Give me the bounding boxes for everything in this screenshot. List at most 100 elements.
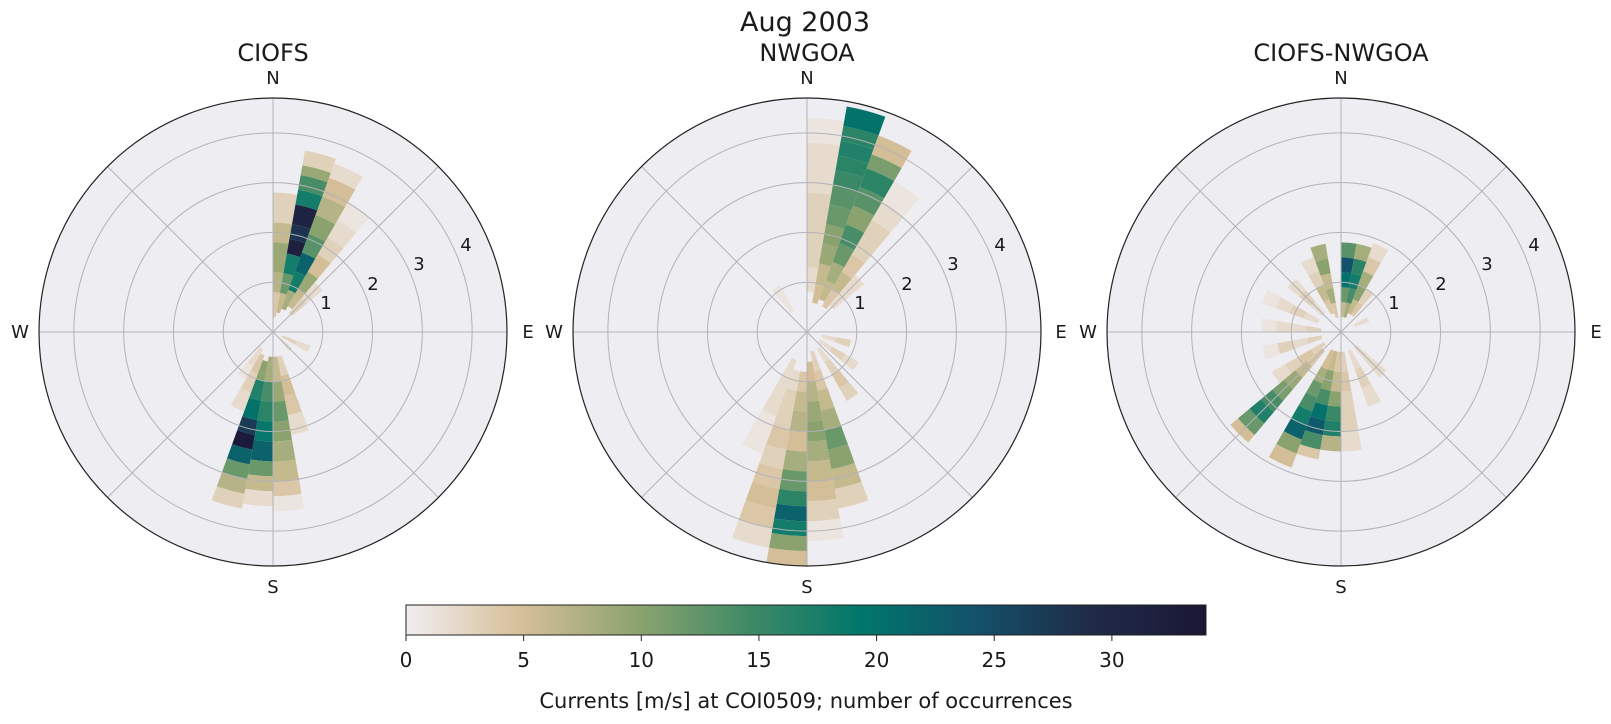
polar-bin: [1306, 325, 1322, 332]
polar-bin: [294, 340, 311, 352]
grid-spoke: [272, 331, 439, 498]
polar-bin: [819, 243, 838, 267]
polar-bin: [1297, 349, 1315, 364]
polar-bin: [289, 224, 311, 244]
compass-south: S: [801, 577, 812, 598]
r-tick-3: 3: [413, 254, 424, 275]
polar-bin: [211, 486, 245, 509]
polar-bin: [1298, 392, 1318, 412]
polar-bin: [841, 354, 859, 371]
polar-bin: [807, 498, 840, 522]
polar-bin: [1322, 420, 1341, 437]
polar-bin: [281, 289, 296, 311]
polar-bins: [732, 106, 920, 567]
r-tick-1: 1: [854, 293, 865, 314]
polar-bin: [810, 350, 821, 372]
polar-bin: [273, 292, 280, 318]
polar-bin: [816, 347, 830, 363]
polar-bin: [776, 488, 807, 507]
polar-bin: [771, 284, 788, 302]
colorbar-tick-label: 25: [982, 648, 1007, 672]
compass-east: E: [522, 322, 533, 343]
polar-bin: [1275, 297, 1294, 314]
panel-title: CIOFS-NWGOA: [1253, 39, 1429, 67]
r-tick-3: 3: [947, 254, 958, 275]
polar-bin: [1310, 341, 1326, 355]
polar-bin: [1343, 302, 1352, 318]
polar-bin: [327, 219, 357, 249]
polar-bin: [1303, 312, 1320, 324]
polar-bin: [1325, 287, 1336, 304]
polar-bin: [1291, 338, 1309, 350]
polar-bin: [807, 167, 836, 195]
polar-bin: [1341, 242, 1357, 259]
grid-spoke: [107, 166, 274, 333]
polar-bin: [1261, 318, 1278, 332]
compass-south: S: [1335, 577, 1346, 598]
polar-bin: [1363, 257, 1381, 276]
colorbar: 0 5 10 15 20 25 30 Currents [m/s] at COI0509; …: [400, 604, 1207, 713]
polar-bin: [247, 459, 273, 477]
polar-bin: [337, 202, 370, 233]
polar-bin: [1268, 444, 1297, 468]
polar-bin: [826, 204, 852, 230]
polar-bin: [301, 233, 326, 259]
polar-bin: [1316, 285, 1330, 302]
polar-bin: [789, 410, 807, 432]
polar-bin: [1341, 287, 1349, 303]
colorbar-tick-label: 30: [1099, 648, 1124, 672]
compass-south: S: [267, 577, 278, 598]
polar-bin: [257, 400, 273, 422]
polar-bin: [273, 459, 299, 482]
colorbar-tick-label: 15: [746, 648, 771, 672]
grid-spoke: [107, 331, 274, 498]
compass-north: N: [266, 68, 279, 89]
polar-bin: [1291, 323, 1307, 332]
polar-bin: [280, 374, 296, 396]
polar-bin: [295, 252, 316, 276]
polar-bin: [227, 444, 253, 465]
polar-bin: [807, 142, 840, 171]
polar-bin: [255, 360, 268, 382]
polar-bin: [807, 267, 819, 293]
polar-bin: [297, 271, 318, 294]
polar-bin: [1347, 299, 1359, 315]
polar-bin: [315, 196, 346, 225]
polar-bin: [250, 353, 265, 375]
colorbar-gradient: [405, 604, 1207, 636]
polar-bin: [1296, 444, 1321, 460]
polar-bin: [1348, 273, 1362, 290]
polar-bin: [1276, 320, 1292, 332]
polar-bin: [283, 253, 301, 276]
polar-bin: [277, 355, 289, 377]
polar-bin: [240, 370, 258, 393]
polar-bin: [807, 400, 823, 422]
polar-bin: [818, 339, 833, 352]
polar-bin: [782, 357, 797, 379]
polar-bin: [273, 479, 302, 497]
polar-bin: [1346, 287, 1357, 304]
panel-title: NWGOA: [759, 39, 855, 67]
polar-bin: [292, 204, 318, 230]
polar-bin: [772, 375, 790, 398]
polar-bin: [245, 474, 273, 492]
polar-bin: [260, 381, 273, 402]
polar-bin: [866, 154, 902, 182]
polar-bin: [825, 261, 845, 285]
polar-bin: [835, 155, 869, 178]
polar-bin: [273, 381, 286, 402]
polar-bin: [1351, 258, 1367, 276]
compass-north: N: [800, 68, 813, 89]
grid-spoke: [1175, 166, 1342, 333]
polar-bin: [807, 192, 832, 220]
polar-bin: [1277, 340, 1295, 355]
polar-bin: [1276, 431, 1302, 454]
polar-bin: [829, 184, 859, 211]
polar-bin: [779, 388, 797, 411]
figure-title: Aug 2003: [740, 7, 870, 38]
grid-spoke: [806, 166, 973, 333]
polar-bin: [861, 219, 891, 249]
polar-bin: [807, 459, 833, 482]
polar-bin: [1341, 302, 1347, 318]
polar-bin: [286, 238, 306, 258]
